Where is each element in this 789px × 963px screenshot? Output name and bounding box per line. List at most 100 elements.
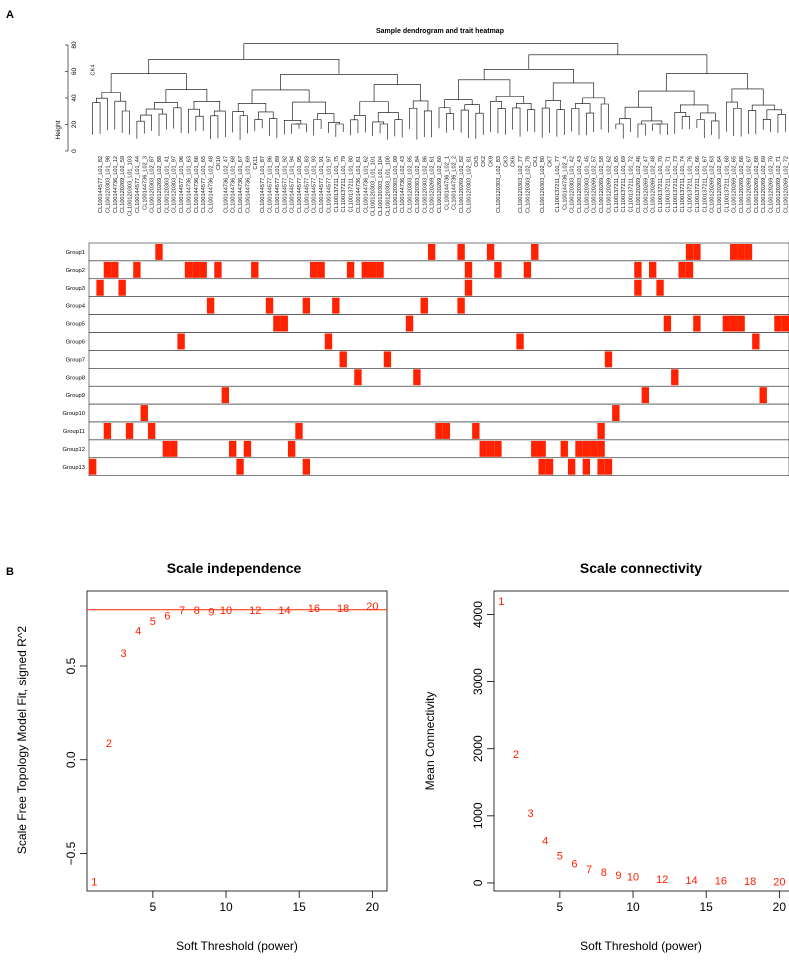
si-point-label: 10 <box>220 605 232 617</box>
dendrogram-branch <box>350 119 359 136</box>
dendrogram-leaf-label: CL100120269_L02_46 <box>636 156 642 213</box>
sc-point-label: 7 <box>586 864 592 876</box>
sc-x-tick-label: 5 <box>557 900 564 914</box>
heatmap-cell <box>96 279 104 296</box>
dendrogram-leaf-label: CL100144736_L01_12 <box>113 156 119 213</box>
heatmap-cell <box>89 458 97 475</box>
heatmap-cell <box>302 458 311 475</box>
dendrogram-leaf-label: CL100120269_L02_70 <box>769 156 775 213</box>
dendrogram-leaf-label: CL100144577_L01_94 <box>290 156 296 213</box>
dendrogram-branch <box>251 89 310 104</box>
dendrogram-leaf-label: CL100120303_L02_83 <box>496 156 502 213</box>
dendrogram-leaf-label: CL100144577_L01_97 <box>326 156 332 213</box>
dendrogram-branch <box>674 112 687 134</box>
dendrogram-branch <box>292 101 327 121</box>
heatmap-cell <box>472 423 480 439</box>
dendrogram-branch <box>283 120 302 135</box>
si-point-label: 5 <box>150 616 156 628</box>
dendrogram-branch <box>460 109 469 138</box>
dendrogram-leaf-label: CL100120303_L01_42 <box>570 156 576 213</box>
heatmap-row-frame <box>88 314 789 333</box>
heatmap-cell <box>516 333 524 350</box>
dendrogram-leaf-label: CL100120303_L02_78 <box>525 156 531 213</box>
dendrogram-leaf-label: CL100120303_L01_100 <box>385 156 391 216</box>
heatmap-cell <box>752 333 760 350</box>
heatmap-cell <box>133 261 141 278</box>
heatmap-cell <box>464 261 473 278</box>
dendrogram-leaf-label: CL100144736_L01_63 <box>186 156 192 213</box>
dendrogram-y-tick-label: 0 <box>71 149 78 153</box>
dendrogram-branch <box>280 74 398 90</box>
heatmap-cell <box>273 315 281 332</box>
dendrogram-leaf-label: CL100120269_L02_58 <box>599 156 605 213</box>
dendrogram-y-tick-label: 60 <box>71 68 78 76</box>
sc-point-label: 2 <box>513 749 519 761</box>
sc-point-label: 5 <box>557 850 563 862</box>
dendrogram-leaf-label: CL100120303_L02_77 <box>518 156 524 213</box>
dendrogram-leaf-label: CL100120303_L01_101 <box>371 156 377 216</box>
heatmap-row-label: Group3 <box>66 286 85 292</box>
dendrogram-branch <box>148 58 340 75</box>
si-point-label: 2 <box>106 738 112 750</box>
dendrogram-leaf-label: CK5 <box>474 156 480 167</box>
dendrogram-branch <box>373 84 421 102</box>
heatmap-cell <box>214 261 222 278</box>
dendrogram-branch <box>516 102 532 110</box>
heatmap-cell <box>582 440 591 457</box>
dendrogram-leaf-label: CL100120269_L02_61 <box>430 156 436 213</box>
dendrogram-leaf-label: CL100120269_L02_66 <box>739 156 745 213</box>
heatmap-cell <box>413 369 421 386</box>
heatmap-cell <box>531 440 539 457</box>
heatmap-cell <box>221 387 229 404</box>
dendrogram-branch <box>490 101 502 132</box>
dendrogram-branch <box>641 120 663 124</box>
dendrogram-leaf-label: CL100120303_L02_87 <box>150 156 156 213</box>
dendrogram-branch <box>624 106 653 121</box>
heatmap-row-frame <box>88 368 789 387</box>
heatmap-row-label: Group1 <box>66 250 85 256</box>
dendrogram-branch <box>269 118 278 139</box>
scale-independence-title: Scale independence <box>167 560 302 576</box>
si-point-label: 12 <box>249 605 261 617</box>
dendrogram-leaf-label: CK1 <box>533 156 539 167</box>
dendrogram-leaf-label: CL100144577_L01_87 <box>260 156 266 213</box>
dendrogram-branch <box>243 43 619 60</box>
dendrogram-leaf-label: CL100137211_L01_67 <box>702 156 708 213</box>
si-y-tick-label: 0.5 <box>64 657 78 674</box>
heatmap-cell <box>538 458 546 475</box>
dendrogram-branch <box>210 115 219 140</box>
dendrogram-leaf-label: CL100120269_L02_82 <box>459 156 465 213</box>
dendrogram-branch <box>552 82 595 101</box>
heatmap-cell <box>199 261 207 278</box>
dendrogram-branch <box>423 110 432 138</box>
dendrogram-branch <box>359 101 389 116</box>
heatmap-cell <box>251 261 259 278</box>
dendrogram-leaf-label: CL100144736_L02_4 <box>562 156 568 210</box>
heatmap-cell <box>641 387 649 404</box>
dendrogram-branch <box>762 119 771 132</box>
heatmap-cell <box>759 387 767 404</box>
sc-point-label: 8 <box>601 867 607 879</box>
dendrogram-leaf-label: CL100144736_L02_47 <box>223 156 229 213</box>
dendrogram-leaf-label: CL100120269_L02_47 <box>643 156 649 213</box>
dendrogram-y-tick-label: 20 <box>71 121 78 129</box>
dendrogram-leaf-label: CL100144736_L02_43 <box>400 156 406 213</box>
dendrogram-branch <box>239 115 248 140</box>
heatmap-cell <box>774 315 782 332</box>
heatmap-cell <box>420 297 428 314</box>
dendrogram-branch <box>497 108 506 135</box>
sc-point-label: 10 <box>627 872 639 884</box>
heatmap-row-label: Group6 <box>66 339 85 345</box>
dendrogram-branch <box>335 123 344 137</box>
dendrogram-y-axis: 0 20 40 60 80 <box>65 41 78 153</box>
sc-point-label: 12 <box>656 874 668 886</box>
dendrogram-branch <box>446 113 455 133</box>
dendrogram-leaf-label: CL100137211_L01_72 <box>629 156 635 213</box>
dendrogram-leaf-label: CL100120269_L02_63 <box>710 156 716 213</box>
heatmap-cell <box>678 261 686 278</box>
dendrogram-branch <box>458 79 511 100</box>
dendrogram-branch <box>394 119 403 138</box>
heatmap-cell <box>560 440 568 457</box>
dendrogram-leaf-label: CL100144577_L01_96 <box>179 156 185 213</box>
heatmap-cell <box>310 261 318 278</box>
